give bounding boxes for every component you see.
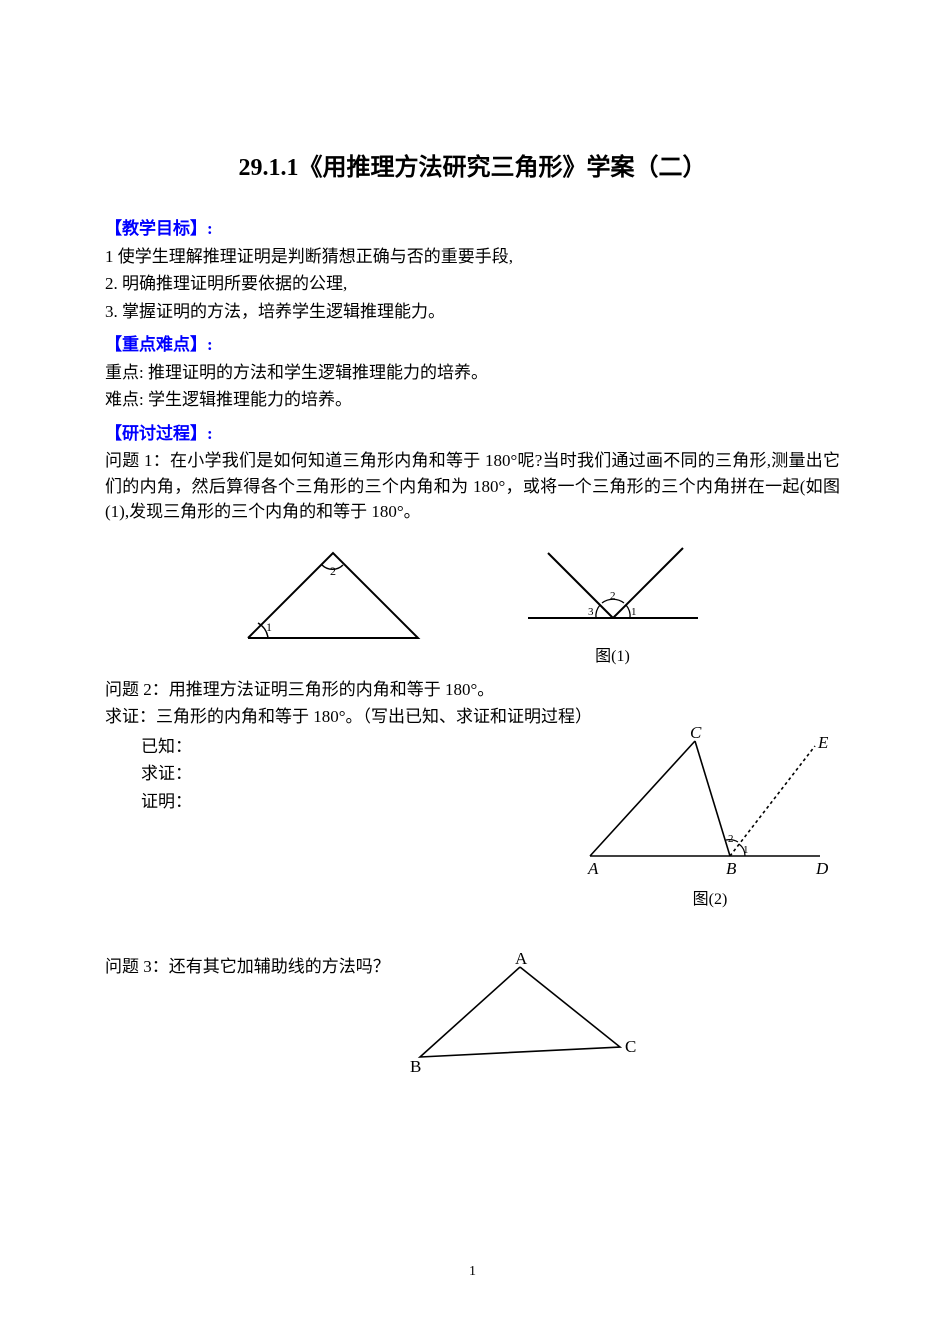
- figure-1a: 1 2: [238, 543, 428, 669]
- goal-item-1: 1 使学生理解推理证明是判断猜想正确与否的重要手段,: [105, 244, 840, 270]
- question-3-row: 问题 3：还有其它加辅助线的方法吗？ A B C: [105, 952, 840, 1077]
- section-keypoints-header: 【重点难点】:: [105, 332, 840, 358]
- question-2-block: 已知： 求证： 证明： A B C D E 1: [105, 732, 840, 912]
- fig2-angle-2: 2: [728, 833, 734, 845]
- q2-proof: 证明：: [105, 789, 540, 815]
- page-title: 29.1.1《用推理方法研究三角形》学案（二）: [105, 150, 840, 186]
- angle-2-label-b: 2: [610, 590, 616, 602]
- page-number: 1: [0, 1261, 945, 1282]
- question-1-text: 问题 1：在小学我们是如何知道三角形内角和等于 180°呢?当时我们通过画不同的…: [105, 448, 840, 525]
- angle-1-label: 1: [266, 620, 272, 634]
- keypoint-line-2: 难点: 学生逻辑推理能力的培养。: [105, 387, 840, 413]
- angle-sum-diagram-icon: 3 2 1: [518, 543, 708, 643]
- angle-3-label: 3: [588, 606, 594, 618]
- figure-2-caption: 图(2): [580, 888, 840, 912]
- section-goals-header: 【教学目标】:: [105, 216, 840, 242]
- goal-item-2: 2. 明确推理证明所要依据的公理,: [105, 271, 840, 297]
- fig3-label-C: C: [625, 1037, 636, 1056]
- fig2-label-C: C: [690, 726, 702, 742]
- triangle-abc-diagram-icon: A B C: [410, 952, 640, 1077]
- figure-2: A B C D E 1 2 图(2): [580, 726, 840, 912]
- fig2-label-D: D: [815, 859, 829, 878]
- fig3-label-B: B: [410, 1057, 421, 1076]
- angle-1-label-b: 1: [631, 606, 637, 618]
- q2-prove: 求证：: [105, 761, 540, 787]
- fig2-angle-1: 1: [743, 844, 749, 856]
- fig3-label-A: A: [515, 952, 528, 968]
- figure-1-row: 1 2 3 2 1 图(1): [105, 543, 840, 669]
- fig2-label-A: A: [587, 859, 599, 878]
- angle-2-label: 2: [330, 564, 336, 578]
- keypoint-line-1: 重点: 推理证明的方法和学生逻辑推理能力的培养。: [105, 360, 840, 386]
- figure-3: A B C: [410, 952, 640, 1077]
- fig2-label-E: E: [817, 733, 829, 752]
- goal-item-3: 3. 掌握证明的方法，培养学生逻辑推理能力。: [105, 299, 840, 325]
- page: 29.1.1《用推理方法研究三角形》学案（二） 【教学目标】: 1 使学生理解推…: [0, 0, 945, 1337]
- figure-1b: 3 2 1 图(1): [518, 543, 708, 669]
- question-3-text: 问题 3：还有其它加辅助线的方法吗？: [105, 954, 390, 980]
- triangle-diagram-icon: 1 2: [238, 543, 428, 653]
- figure-1-caption: 图(1): [518, 645, 708, 669]
- section-process-header: 【研讨过程】:: [105, 421, 840, 447]
- triangle-extension-diagram-icon: A B C D E 1 2: [580, 726, 840, 886]
- question-2-line1: 问题 2：用推理方法证明三角形的内角和等于 180°。: [105, 677, 840, 703]
- fig2-label-B: B: [726, 859, 737, 878]
- q2-known: 已知：: [105, 734, 540, 760]
